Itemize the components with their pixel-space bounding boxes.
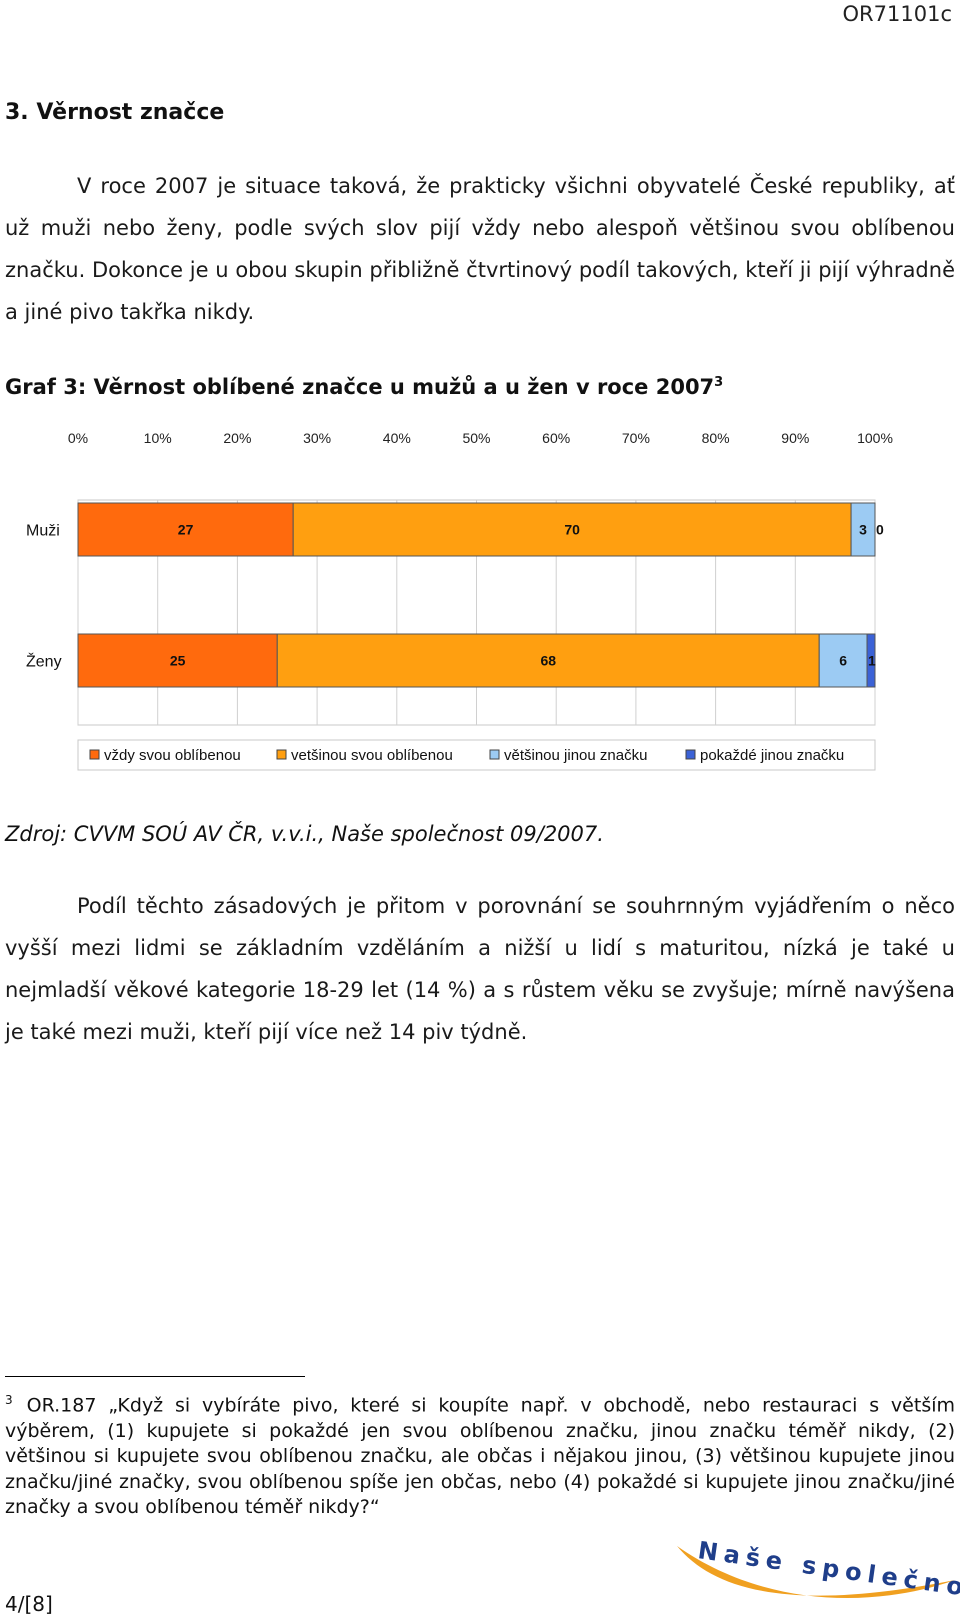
stacked-bar-chart: 0% 10% 20% 30% 40% 50% 60% 70% 80% 90% 100% Muži 27 7… (26, 430, 893, 771)
data-label: 0 (876, 522, 884, 538)
x-tick-label: 50% (462, 430, 490, 446)
data-label: 68 (540, 653, 556, 669)
bar-segment (866, 633, 876, 688)
legend-swatch (489, 749, 500, 760)
data-label: 1 (868, 653, 876, 669)
x-tick-label: 40% (383, 430, 411, 446)
x-tick-label: 100% (857, 430, 893, 446)
x-tick-label: 80% (702, 430, 730, 446)
page-number: 4/[8] (5, 1592, 53, 1616)
bar-segment (77, 633, 278, 688)
legend-label: pokaždé jinou značku (700, 747, 844, 764)
section-heading: 3. Věrnost značce (5, 100, 225, 125)
nase-spolecnost-logo: Naše společnost (677, 1536, 960, 1607)
intro-paragraph-text: V roce 2007 je situace taková, že prakti… (5, 174, 955, 324)
logo-swoosh (677, 1546, 955, 1598)
source-note: Zdroj: CVVM SOÚ AV ČR, v.v.i., Naše spol… (5, 822, 604, 846)
chart-caption-text: Graf 3: Věrnost oblíbené značce u mužů a… (5, 375, 715, 399)
x-tick-label: 0% (68, 430, 88, 446)
bar-segment (818, 633, 868, 688)
analysis-paragraph: Podíl těchto zásadových je přitom v poro… (5, 885, 955, 1053)
x-tick-label: 10% (144, 430, 172, 446)
data-label: 6 (839, 653, 847, 669)
legend-swatch (685, 749, 696, 760)
bar-segment (292, 502, 852, 557)
data-label: 70 (564, 522, 580, 538)
legend-swatch (89, 749, 100, 760)
footnote-text: OR.187 „Když si vybíráte pivo, které si … (5, 1394, 955, 1519)
x-tick-label: 30% (303, 430, 331, 446)
data-label: 27 (178, 522, 194, 538)
category-label: Ženy (26, 652, 62, 671)
x-tick-label: 20% (223, 430, 251, 446)
data-label: 25 (170, 653, 186, 669)
footnote-number: 3 (5, 1393, 13, 1407)
x-tick-label: 90% (781, 430, 809, 446)
legend-box (77, 739, 876, 771)
legend-swatch (276, 749, 287, 760)
bar-segment (850, 502, 876, 557)
legend-label: vždy svou oblíbenou (104, 747, 241, 764)
bar-segment (77, 502, 294, 557)
footnote: 3 OR.187 „Když si vybíráte pivo, které si… (5, 1388, 955, 1521)
analysis-paragraph-text: Podíl těchto zásadových je přitom v poro… (5, 894, 955, 1044)
bar-segment (276, 633, 820, 688)
x-tick-label: 60% (542, 430, 570, 446)
data-label: 3 (859, 522, 867, 538)
intro-paragraph: V roce 2007 je situace taková, že prakti… (5, 165, 955, 333)
chart-footnote-ref: 3 (714, 375, 724, 390)
category-label: Muži (26, 523, 60, 540)
legend-label: většinou jinou značku (504, 747, 647, 764)
legend-label: vetšinou svou oblíbenou (291, 747, 453, 764)
document-code: OR71101c (842, 2, 952, 26)
x-tick-label: 70% (622, 430, 650, 446)
chart-caption: Graf 3: Věrnost oblíbené značce u mužů a… (5, 375, 723, 399)
footnote-divider (5, 1376, 305, 1377)
